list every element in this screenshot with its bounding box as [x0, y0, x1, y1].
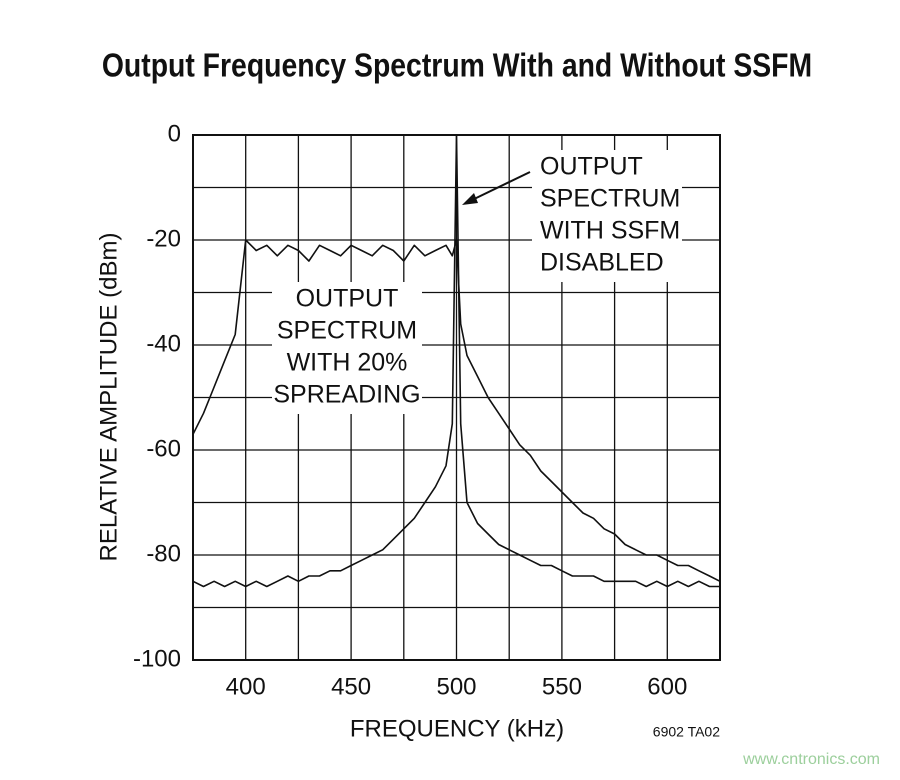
- annotation-background: [532, 150, 682, 282]
- x-tick-label: 400: [226, 673, 266, 700]
- annotation-text: SPECTRUM: [277, 317, 417, 345]
- plot-frame: [192, 134, 721, 661]
- y-axis-label: RELATIVE AMPLITUDE (dBm): [95, 233, 122, 562]
- chart-title: Output Frequency Spectrum With and Witho…: [102, 47, 812, 85]
- y-tick-label: -40: [146, 330, 181, 357]
- annotation-text: DISABLED: [540, 249, 664, 277]
- arrow: [469, 171, 531, 202]
- y-tick-label: -60: [146, 435, 181, 462]
- series-line: [192, 239, 721, 583]
- annotations: OUTPUT SPECTRUM WITH 20% SPREADING OUTPUT SPE…: [272, 150, 682, 414]
- y-tick-label: 0: [168, 120, 181, 147]
- annotation-text: SPECTRUM: [540, 185, 680, 213]
- x-tick-label: 450: [331, 673, 371, 700]
- annotation-text: WITH 20%: [287, 349, 408, 377]
- watermark: www.cntronics.com: [742, 751, 880, 768]
- y-tick-label: -20: [146, 225, 181, 252]
- annotation-text: OUTPUT: [540, 153, 643, 181]
- y-tick-label: -100: [133, 645, 181, 672]
- annotation-text: OUTPUT: [296, 285, 399, 313]
- x-tick-label: 500: [436, 673, 476, 700]
- x-tick-label: 600: [647, 673, 687, 700]
- annotation-text: WITH SSFM: [540, 217, 680, 245]
- x-axis-label: FREQUENCY (kHz): [350, 715, 564, 742]
- x-tick-label: 550: [542, 673, 582, 700]
- y-tick-label: -80: [146, 540, 181, 567]
- footnote: 6902 TA02: [653, 724, 720, 740]
- annotation-background: [272, 282, 422, 414]
- annotation-text: SPREADING: [273, 381, 420, 409]
- arrow-head: [462, 193, 478, 205]
